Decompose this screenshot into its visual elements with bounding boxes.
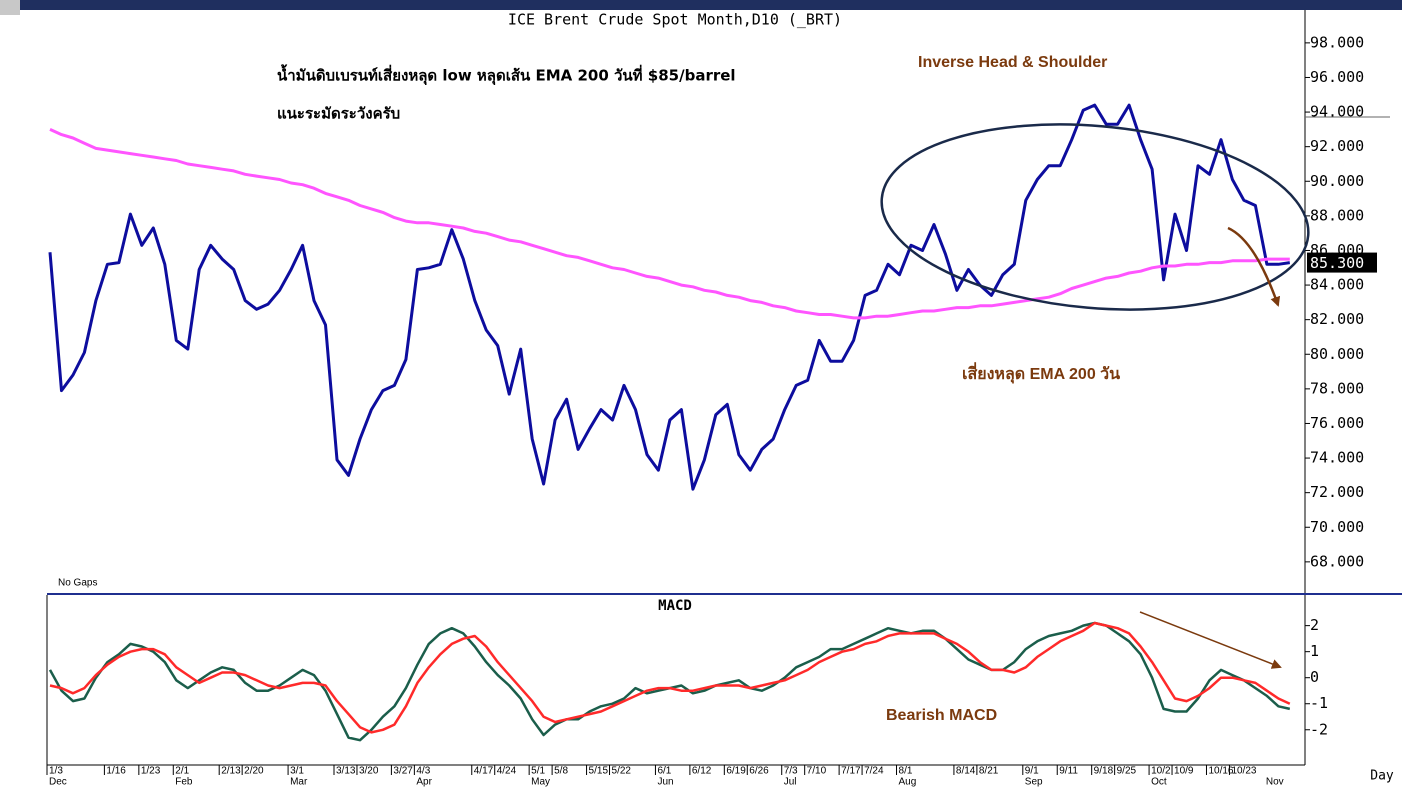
x-tick-label: 5/8: [554, 766, 568, 777]
footnote: No Gaps: [58, 578, 97, 589]
x-tick-label: 10/9: [1174, 766, 1194, 777]
x-tick-label: 6/26: [749, 766, 769, 777]
y-tick-label: 94.000: [1310, 103, 1364, 121]
y-tick-label: 78.000: [1310, 379, 1364, 397]
x-month-label: Nov: [1266, 777, 1284, 787]
y-tick-label: 70.000: [1310, 518, 1364, 536]
annotation: เสี่ยงหลุด EMA 200 วัน: [962, 362, 1120, 384]
x-tick-label: 10/2: [1151, 766, 1171, 777]
x-tick-label: 10/23: [1231, 766, 1256, 777]
trend-arrow: [1227, 226, 1281, 307]
x-tick-label: 8/14: [956, 766, 976, 777]
x-tick-label: 3/1: [290, 766, 304, 777]
x-tick-label: 2/20: [244, 766, 264, 777]
x-tick-label: 6/1: [657, 766, 671, 777]
y-tick-label: -2: [1310, 720, 1328, 738]
x-tick-label: 4/17: [474, 766, 494, 777]
x-month-label: May: [531, 777, 550, 787]
x-tick-label: 10/16: [1208, 766, 1233, 777]
x-tick-label: 8/21: [979, 766, 999, 777]
x-tick-label: 6/12: [692, 766, 712, 777]
x-month-label: Aug: [899, 777, 917, 787]
y-tick-label: 80.000: [1310, 345, 1364, 363]
x-tick-label: 4/3: [416, 766, 430, 777]
pattern-ellipse: [880, 123, 1310, 311]
x-axis-label: Day: [1370, 769, 1394, 784]
plot-layer: 68.000 70.000 72.000 74.000 76.000 78.000 80.0…: [46, 33, 1377, 787]
x-tick-label: 4/24: [497, 766, 517, 777]
y-tick-label: 96.000: [1310, 68, 1364, 86]
series-line: [49, 128, 1290, 320]
x-tick-label: 9/11: [1059, 766, 1078, 777]
x-tick-label: 8/1: [899, 766, 913, 777]
x-month-label: Oct: [1151, 777, 1167, 787]
x-tick-label: 7/24: [864, 766, 884, 777]
x-tick-label: 3/27: [393, 766, 413, 777]
x-tick-label: 3/13: [336, 766, 356, 777]
y-tick-label: 68.000: [1310, 552, 1364, 570]
series-line: [48, 103, 1291, 491]
x-tick-label: 3/20: [359, 766, 379, 777]
trend-arrow: [1139, 611, 1282, 669]
panel-title: MACD: [658, 598, 692, 614]
x-tick-label: 6/19: [726, 766, 746, 777]
y-tick-label: 72.000: [1310, 483, 1364, 501]
series-line: [49, 621, 1291, 734]
x-month-label: Feb: [175, 777, 193, 787]
series-line: [48, 621, 1291, 742]
annotation: น้ำมันดิบเบรนท์เสี่ยงหลุด low หลุดเส้น E…: [277, 64, 736, 86]
x-tick-label: 2/1: [175, 766, 189, 777]
y-tick-label: 90.000: [1310, 172, 1364, 190]
y-tick-label: 1: [1310, 642, 1319, 660]
x-tick-label: 9/18: [1094, 766, 1114, 777]
x-tick-label: 7/17: [841, 766, 861, 777]
annotation: แนะระมัดระวังครับ: [277, 105, 400, 123]
corner-box: [0, 0, 20, 15]
y-tick-label: 88.000: [1310, 206, 1364, 224]
x-month-label: Jul: [784, 777, 797, 787]
chart-title: ICE Brent Crude Spot Month,D10 (_BRT): [508, 11, 842, 29]
x-month-label: Sep: [1025, 777, 1043, 787]
x-month-label: Dec: [49, 777, 67, 787]
x-month-label: Jun: [657, 777, 673, 787]
x-tick-label: 9/1: [1025, 766, 1039, 777]
y-tick-label: 2: [1310, 616, 1319, 634]
y-tick-label: 82.000: [1310, 310, 1364, 328]
y-tick-label: 98.000: [1310, 33, 1364, 51]
y-tick-label: 0: [1310, 668, 1319, 686]
x-month-label: Apr: [416, 777, 432, 787]
x-tick-label: 1/23: [141, 766, 161, 777]
x-tick-label: 1/16: [106, 766, 126, 777]
x-tick-label: 5/1: [531, 766, 545, 777]
last-price-label: 85.300: [1310, 254, 1364, 272]
y-tick-label: -1: [1310, 694, 1328, 712]
y-tick-label: 76.000: [1310, 414, 1364, 432]
y-tick-label: 92.000: [1310, 137, 1364, 155]
x-tick-label: 9/25: [1117, 766, 1137, 777]
x-tick-label: 1/3: [49, 766, 63, 777]
x-tick-label: 5/22: [612, 766, 632, 777]
annotation: Inverse Head & Shoulder: [918, 54, 1107, 71]
x-tick-label: 7/10: [807, 766, 827, 777]
x-tick-label: 7/3: [784, 766, 798, 777]
x-month-label: Mar: [290, 777, 308, 787]
top-bar: [0, 0, 1402, 10]
last-price-box: [1307, 252, 1377, 273]
x-tick-label: 2/13: [221, 766, 241, 777]
x-tick-label: 5/15: [589, 766, 609, 777]
y-tick-label: 74.000: [1310, 449, 1364, 467]
annotation: Bearish MACD: [886, 707, 997, 724]
y-tick-label: 84.000: [1310, 276, 1364, 294]
